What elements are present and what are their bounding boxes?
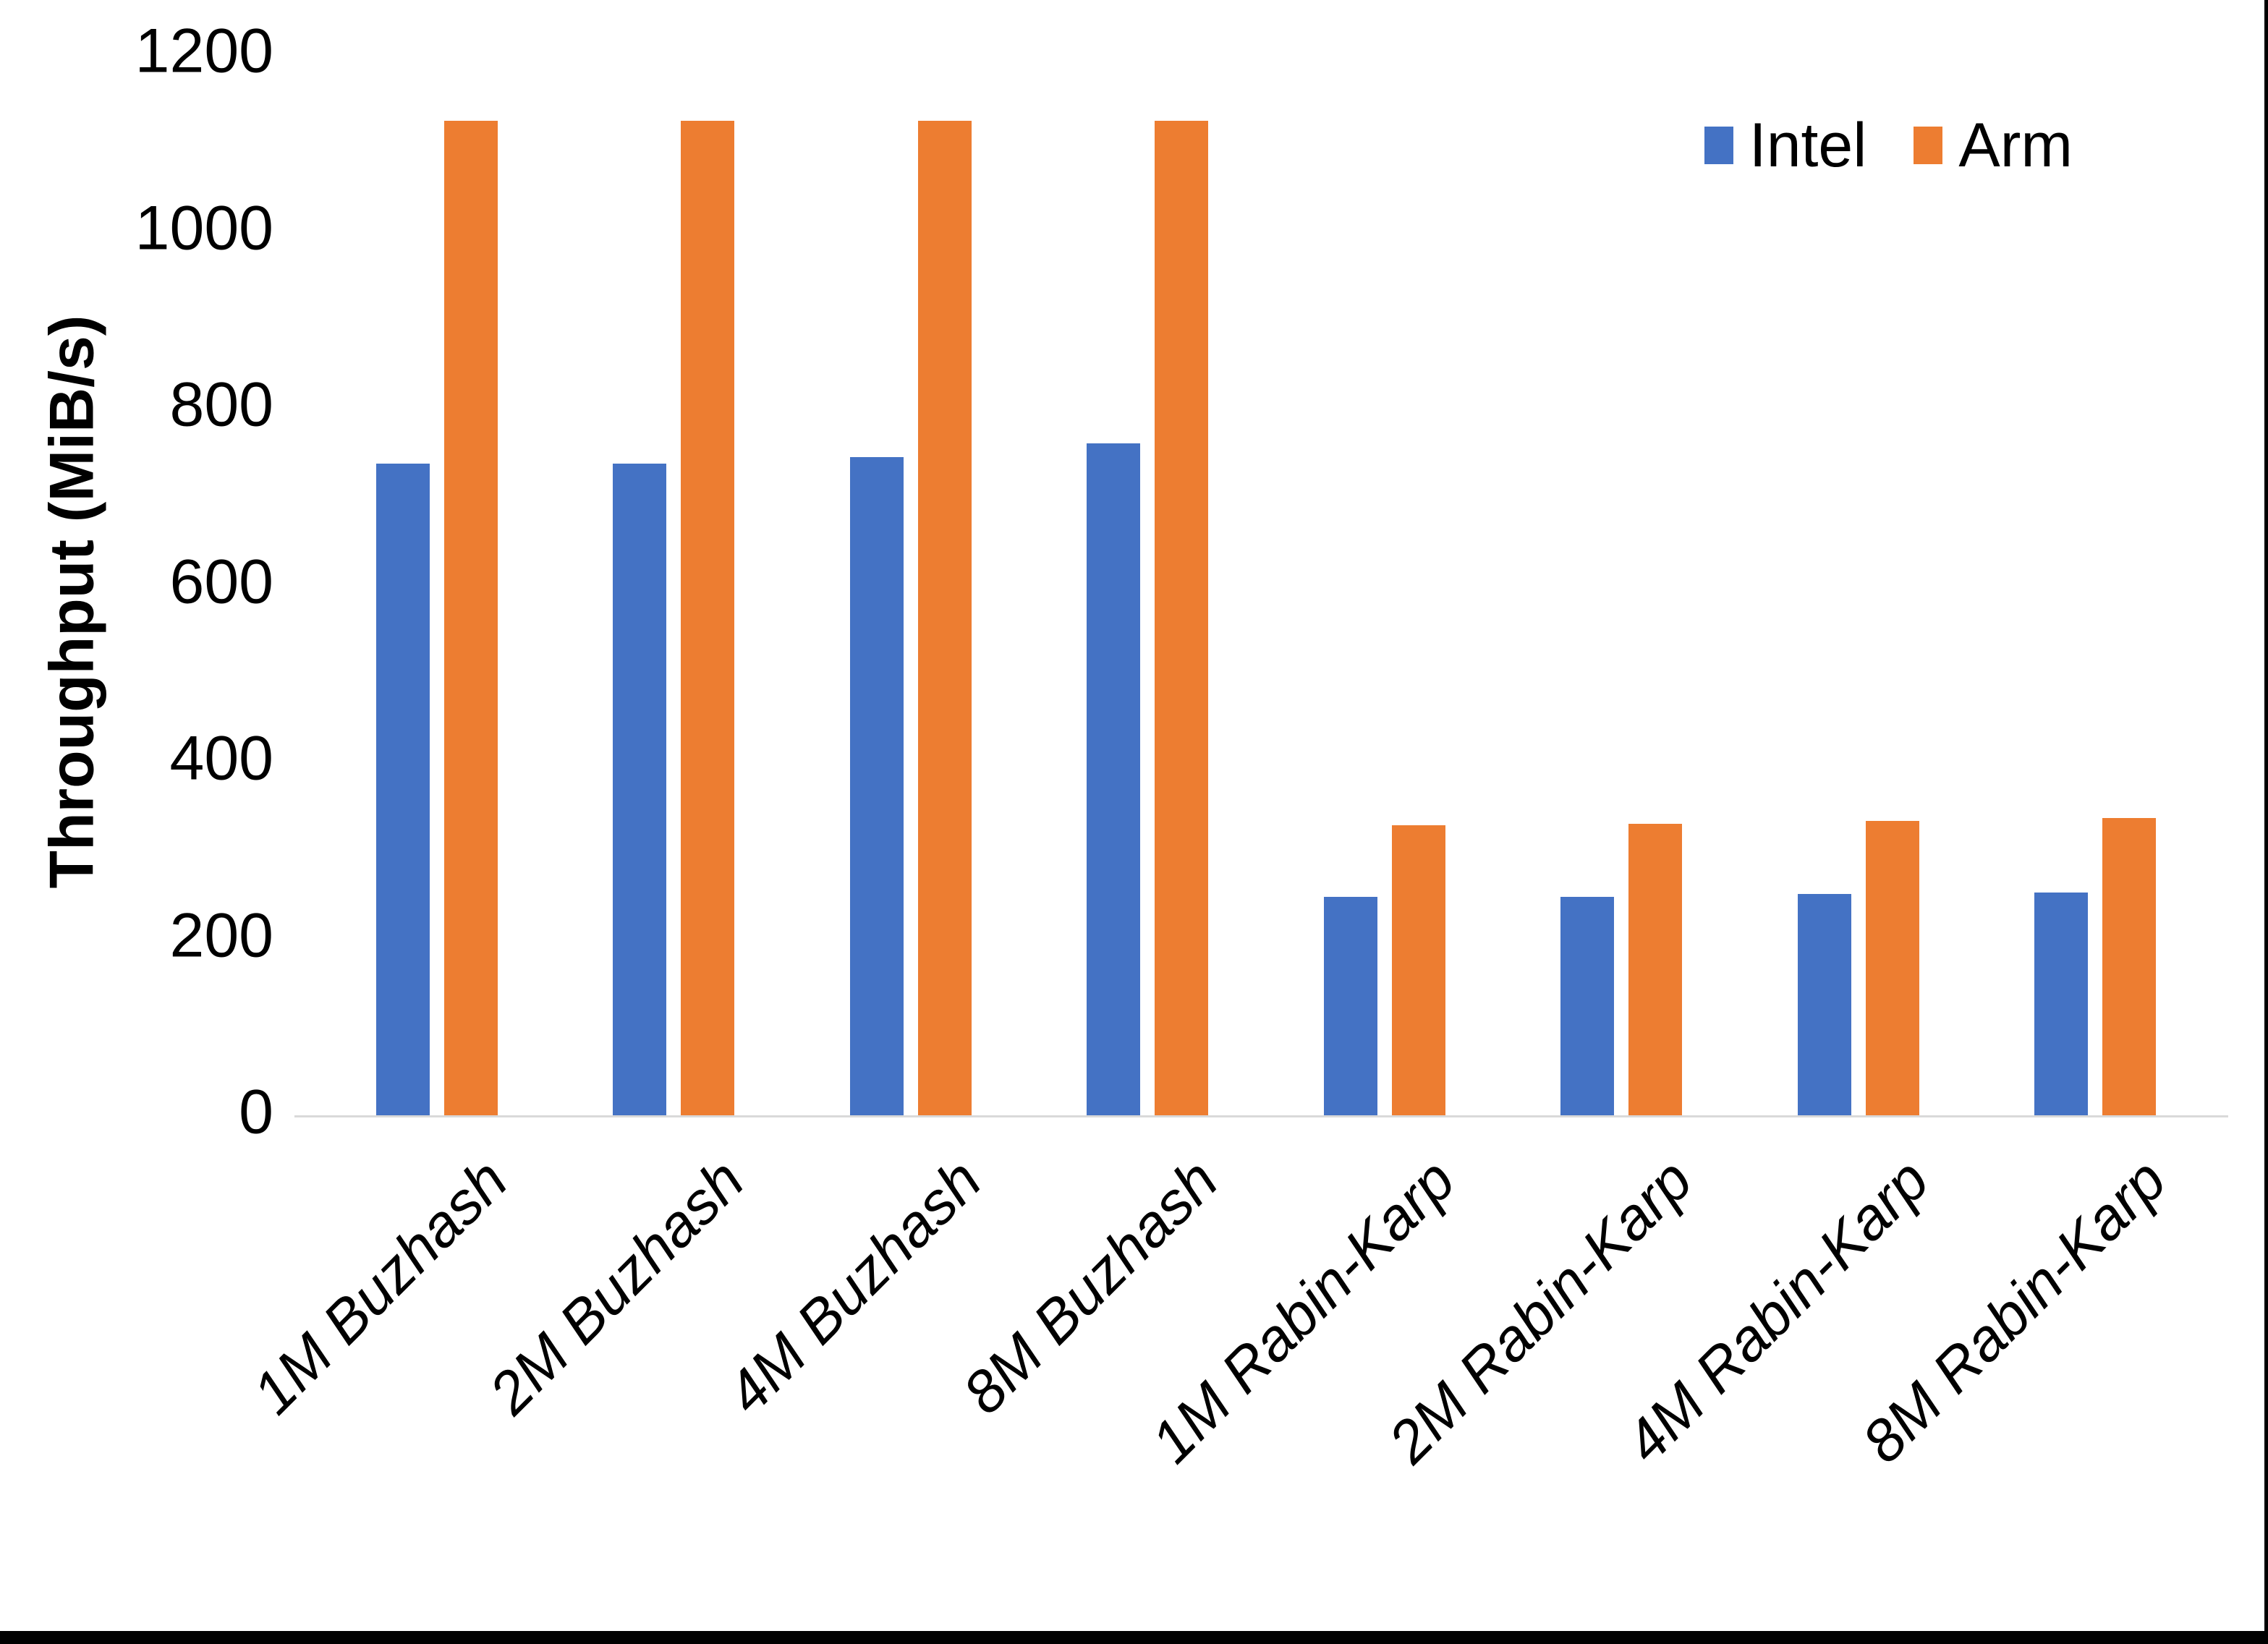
- y-axis-tick-label: 400: [169, 723, 274, 793]
- bar-arm-1: [443, 120, 498, 1115]
- legend-swatch-icon: [1704, 127, 1733, 164]
- y-axis-tick-label: 1000: [135, 193, 273, 263]
- bar-arm-5: [1391, 825, 1445, 1115]
- y-axis-tick-label: 800: [169, 370, 274, 440]
- bar-intel-2: [613, 464, 667, 1115]
- bar-intel-5: [1323, 897, 1377, 1115]
- bar-arm-6: [1628, 823, 1683, 1115]
- bar-intel-1: [375, 464, 430, 1115]
- bar-arm-3: [917, 120, 972, 1115]
- y-axis-tick-label: 1200: [135, 16, 273, 86]
- bar-intel-4: [1087, 443, 1141, 1115]
- bottom-border-bar: [0, 1631, 2264, 1644]
- x-axis-category-label: 1M Buzhash: [240, 1146, 520, 1427]
- y-axis-tick-label: 0: [239, 1077, 273, 1147]
- bar-arm-7: [1865, 820, 1919, 1115]
- bar-arm-2: [681, 120, 735, 1115]
- legend-label: Arm: [1958, 111, 2073, 180]
- bar-arm-4: [1155, 120, 1209, 1115]
- x-axis-line: [294, 1115, 2228, 1117]
- bar-intel-3: [849, 457, 904, 1115]
- y-axis-tick-label: 200: [169, 900, 274, 971]
- legend-item-arm: Arm: [1914, 114, 2073, 176]
- legend-item-intel: Intel: [1704, 111, 1867, 180]
- bar-intel-6: [1560, 897, 1615, 1115]
- legend: Intel Arm: [1704, 114, 2073, 176]
- legend-swatch-icon: [1914, 127, 1943, 164]
- y-axis-tick-label: 600: [169, 547, 274, 617]
- x-axis-category-label: 4M Buzhash: [714, 1146, 994, 1427]
- x-axis-category-label: 2M Buzhash: [477, 1146, 757, 1427]
- legend-label: Intel: [1749, 111, 1867, 180]
- bar-intel-7: [1797, 894, 1851, 1115]
- bar-arm-8: [2102, 818, 2157, 1115]
- bar-intel-8: [2034, 892, 2089, 1115]
